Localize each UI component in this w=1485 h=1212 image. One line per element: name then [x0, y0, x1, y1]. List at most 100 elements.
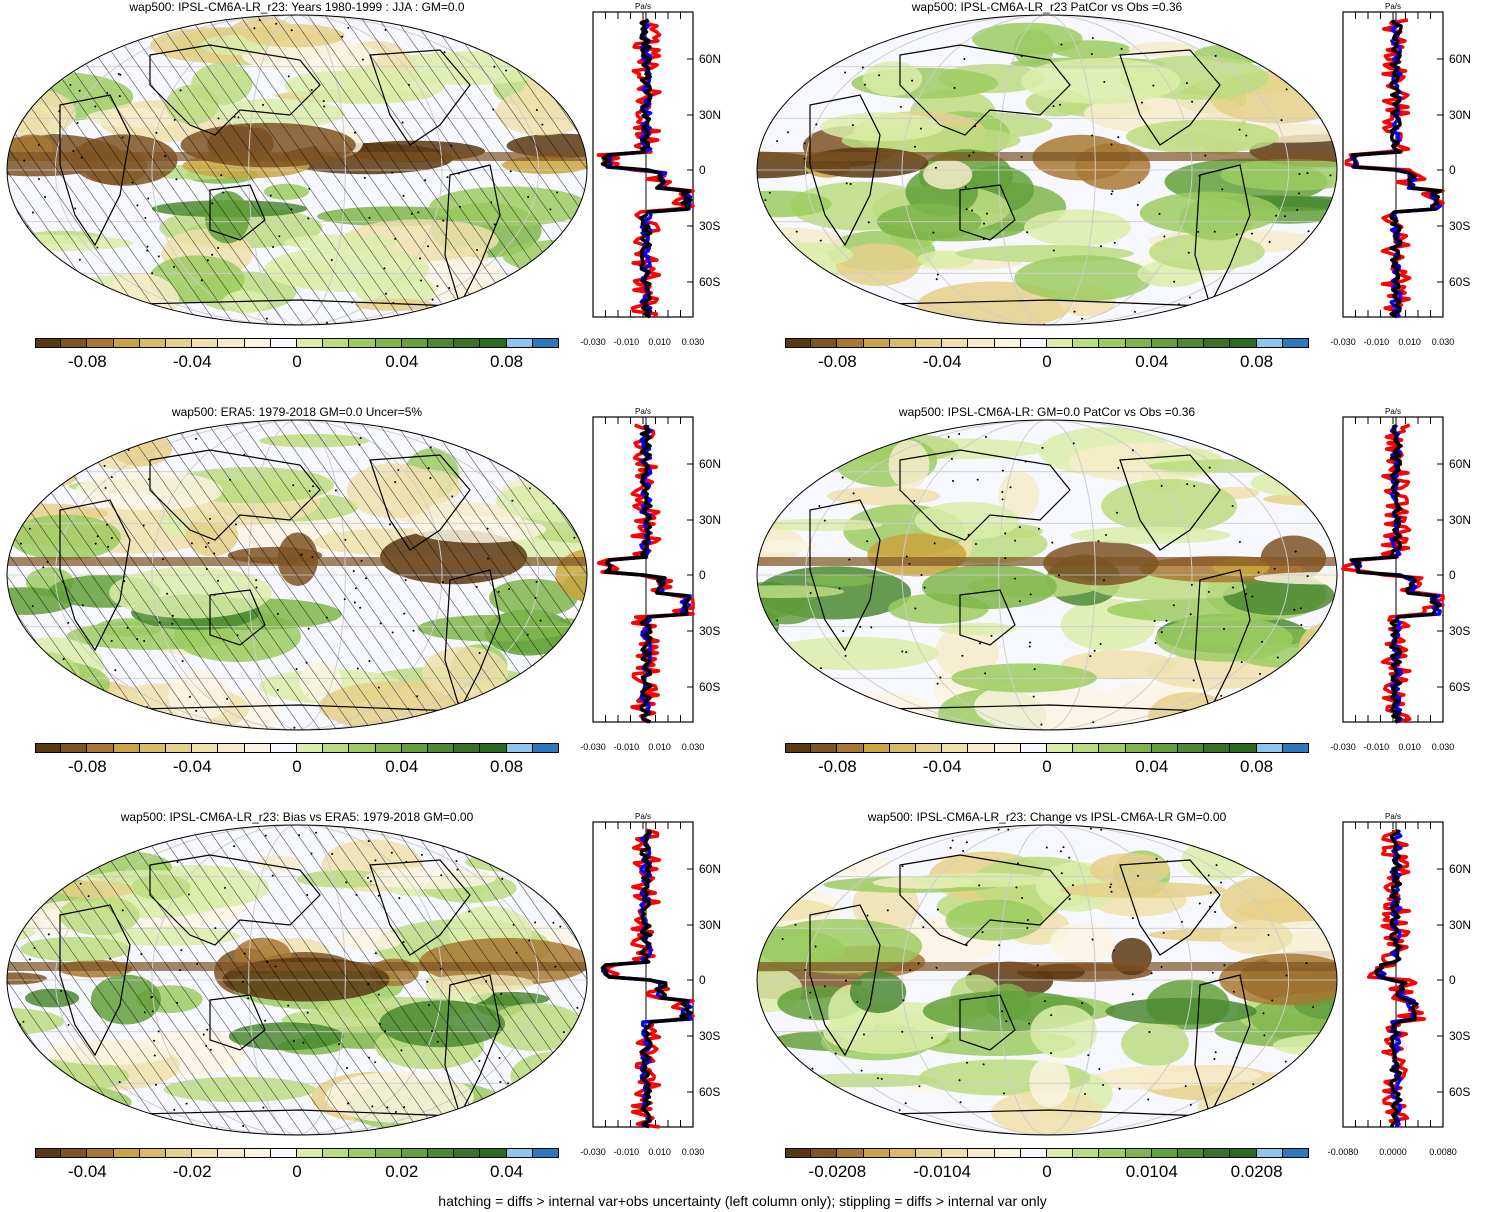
colorbar-swatch: [1020, 338, 1047, 348]
field-patch: [1105, 997, 1257, 1025]
colorbar-swatch: [428, 338, 455, 348]
colorbar-swatch: [87, 743, 114, 753]
profile-unit-label: Pa/s: [635, 2, 651, 11]
field-patch: [1235, 898, 1337, 922]
field-patch: [1149, 233, 1265, 271]
colorbar-swatch: [166, 338, 193, 348]
colorbar-swatch: [297, 743, 324, 753]
field-patch: [1220, 158, 1337, 191]
colorbar-swatch: [1099, 338, 1126, 348]
colorbar-swatch: [1047, 743, 1074, 753]
colorbar: -0.04 -0.02 0 0.02 0.04: [35, 1148, 559, 1188]
colorbar-swatch: [889, 1148, 916, 1158]
zonal-mean-profile: Pa/s 60N 30N 0 30S 60S -0.030 -0.010 0.010 0.030: [580, 2, 721, 347]
colorbar-swatch: [968, 338, 995, 348]
colorbar-swatch: [1099, 1148, 1126, 1158]
colorbar-swatch: [480, 338, 507, 348]
coastline: [959, 994, 1016, 1051]
world-map: [6, 14, 588, 326]
field-patch: [1029, 1056, 1071, 1108]
colorbar-swatch: [454, 1148, 481, 1158]
colorbar-swatch: [244, 1148, 271, 1158]
field-patch: [998, 471, 1040, 520]
colorbar-swatch: [218, 1148, 245, 1158]
field-patch: [502, 841, 587, 867]
coastline: [59, 94, 131, 247]
colorbar-swatch: [1073, 743, 1100, 753]
colorbar-swatch: [1178, 743, 1205, 753]
colorbar-swatch: [454, 743, 481, 753]
colorbar-tick-label: 0.08: [490, 757, 524, 776]
profile-lat-label: 60N: [699, 457, 721, 471]
field-patch: [1049, 922, 1116, 964]
colorbar-swatch: [889, 743, 916, 753]
colorbar-tick-label: -0.04: [922, 757, 962, 776]
colorbar-swatch: [863, 338, 890, 348]
colorbar-tick-label: -0.08: [818, 757, 857, 776]
colorbar-swatch: [166, 743, 193, 753]
profile-lat-label: 0: [1449, 163, 1456, 177]
colorbar-swatch: [532, 338, 559, 348]
profile-x-tick-label: 0.0080: [1429, 1147, 1457, 1157]
colorbar-swatch: [942, 338, 969, 348]
colorbar-swatch: [192, 743, 219, 753]
panel-title: wap500: IPSL-CM6A-LR_r23: Bias vs ERA5: …: [120, 810, 474, 824]
profile-lat-label: 30S: [1449, 624, 1470, 638]
profile-x-tick-label: 0.010: [648, 1147, 671, 1157]
field-patch: [50, 1114, 127, 1133]
colorbar-swatch: [297, 1148, 324, 1158]
profile-x-tick-label: -0.030: [1330, 337, 1356, 347]
profile-lat-label: 0: [699, 568, 706, 582]
colorbar-swatch: [1230, 338, 1257, 348]
colorbar-tick-label: -0.04: [922, 352, 962, 371]
coastline: [1119, 454, 1221, 551]
profile-lat-label: 60N: [699, 52, 721, 66]
zonal-mean-profile: Pa/s 60N 30N 0 30S 60S -0.030 -0.010 0.010 0.030: [1330, 407, 1471, 752]
coastline: [1194, 164, 1251, 307]
colorbar-swatch: [1204, 1148, 1231, 1158]
colorbar-tick-label: 0.04: [385, 352, 419, 371]
coastline: [444, 974, 501, 1117]
field-patch: [938, 622, 1017, 636]
colorbar-swatch: [375, 743, 402, 753]
profile-lat-label: 30S: [699, 624, 720, 638]
colorbar-swatch: [1256, 338, 1283, 348]
profile-lat-label: 30N: [699, 918, 721, 932]
field-patch: [923, 159, 973, 190]
colorbar-swatch: [532, 1148, 559, 1158]
coastline: [369, 454, 471, 551]
colorbar-swatch: [1020, 743, 1047, 753]
profile-lat-label: 60S: [1449, 680, 1470, 694]
colorbar-swatch: [87, 338, 114, 348]
colorbar-tick-label: -0.0104: [913, 1162, 972, 1181]
colorbar-swatch: [349, 743, 376, 753]
colorbar-tick-label: 0: [1042, 757, 1052, 776]
colorbar-swatch: [811, 1148, 838, 1158]
colorbar-swatch: [323, 338, 350, 348]
colorbar-swatch: [1047, 1148, 1074, 1158]
colorbar-tick-label: 0.04: [1135, 352, 1169, 371]
colorbar-swatch: [785, 338, 812, 348]
coastline: [209, 994, 266, 1051]
colorbar-tick-label: 0.0208: [1230, 1162, 1283, 1181]
world-map: [6, 419, 588, 731]
colorbar-swatch: [942, 743, 969, 753]
colorbar-swatch: [994, 1148, 1021, 1158]
colorbar-tick-label: 0.04: [490, 1162, 524, 1181]
colorbar-swatch: [863, 743, 890, 753]
field-patch: [1219, 920, 1293, 955]
colorbar-swatch: [1125, 338, 1152, 348]
colorbar-tick-label: -0.08: [68, 757, 107, 776]
profile-unit-label: Pa/s: [635, 407, 651, 416]
colorbar-tick-label: 0.08: [1240, 757, 1274, 776]
colorbar-swatch: [916, 743, 943, 753]
profile-lat-label: 30S: [1449, 219, 1470, 233]
coastline: [369, 859, 471, 956]
field-patch: [935, 625, 1000, 679]
colorbar-swatch: [889, 338, 916, 348]
coastline: [899, 449, 1071, 541]
profile-lat-label: 0: [699, 163, 706, 177]
colorbar-tick-label: -0.04: [172, 757, 212, 776]
colorbar-swatch: [1073, 1148, 1100, 1158]
profile-x-tick-label: 0.030: [1432, 742, 1455, 752]
